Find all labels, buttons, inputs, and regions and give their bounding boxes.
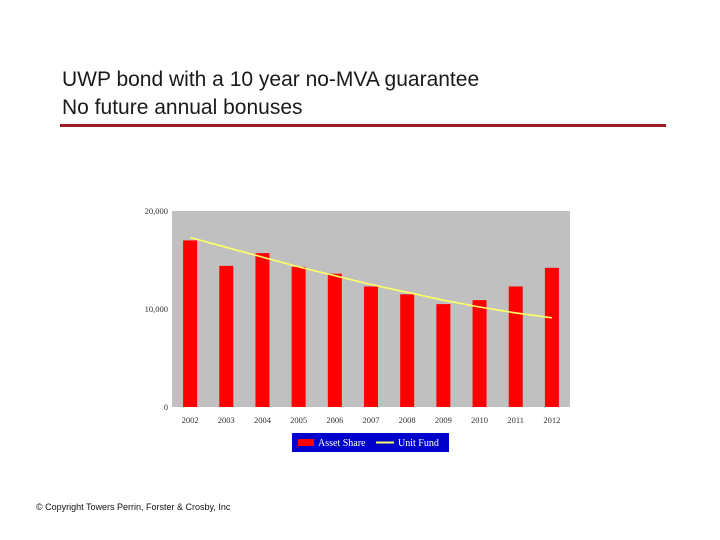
bar-2010 bbox=[472, 300, 487, 407]
y-tick-label-20000: 20,000 bbox=[145, 206, 168, 216]
bar-2005 bbox=[291, 266, 306, 407]
x-tick-label-2010: 2010 bbox=[471, 415, 488, 425]
copyright-notice: © Copyright Towers Perrin, Forster & Cro… bbox=[36, 502, 231, 512]
x-tick-label-2008: 2008 bbox=[399, 415, 416, 425]
x-tick-label-2003: 2003 bbox=[218, 415, 235, 425]
bar-2008 bbox=[400, 294, 415, 407]
bar-2003 bbox=[219, 265, 234, 407]
x-tick-label-2012: 2012 bbox=[543, 415, 560, 425]
legend-box bbox=[292, 433, 449, 452]
y-tick-label-10000: 10,000 bbox=[145, 304, 168, 314]
bar-2004 bbox=[255, 253, 270, 407]
x-tick-label-2007: 2007 bbox=[363, 415, 380, 425]
unit-fund-line bbox=[189, 236, 553, 319]
bar-2012 bbox=[544, 267, 559, 407]
title-line-1: UWP bond with a 10 year no-MVA guarantee bbox=[62, 68, 480, 91]
legend-label-asset-share: Asset Share bbox=[318, 438, 366, 449]
bar-2011 bbox=[508, 286, 523, 407]
bar-line-chart: 0 10,000 20,000 2002 2003 2004 2005 2006 2007 200… bbox=[145, 206, 570, 452]
chart-container: 0 10,000 20,000 2002 2003 2004 2005 2006 2007 200… bbox=[120, 200, 580, 460]
x-tick-label-2006: 2006 bbox=[326, 415, 343, 425]
x-tick-label-2004: 2004 bbox=[254, 415, 272, 425]
x-tick-label-2009: 2009 bbox=[435, 415, 452, 425]
bar-2007 bbox=[364, 286, 378, 407]
title-line-2: No future annual bonuses bbox=[62, 96, 303, 119]
legend-swatch-asset-share bbox=[298, 439, 314, 446]
bar-2009 bbox=[436, 304, 451, 407]
legend-label-unit-fund: Unit Fund bbox=[398, 438, 439, 449]
x-tick-label-2005: 2005 bbox=[290, 415, 307, 425]
y-tick-label-0: 0 bbox=[164, 402, 168, 412]
x-tick-label-2002: 2002 bbox=[182, 415, 199, 425]
bar-2002 bbox=[183, 240, 198, 407]
x-tick-label-2011: 2011 bbox=[507, 415, 524, 425]
title-divider bbox=[60, 124, 666, 127]
bar-2006 bbox=[327, 273, 342, 407]
slide-title: UWP bond with a 10 year no-MVA guarantee… bbox=[62, 66, 479, 122]
